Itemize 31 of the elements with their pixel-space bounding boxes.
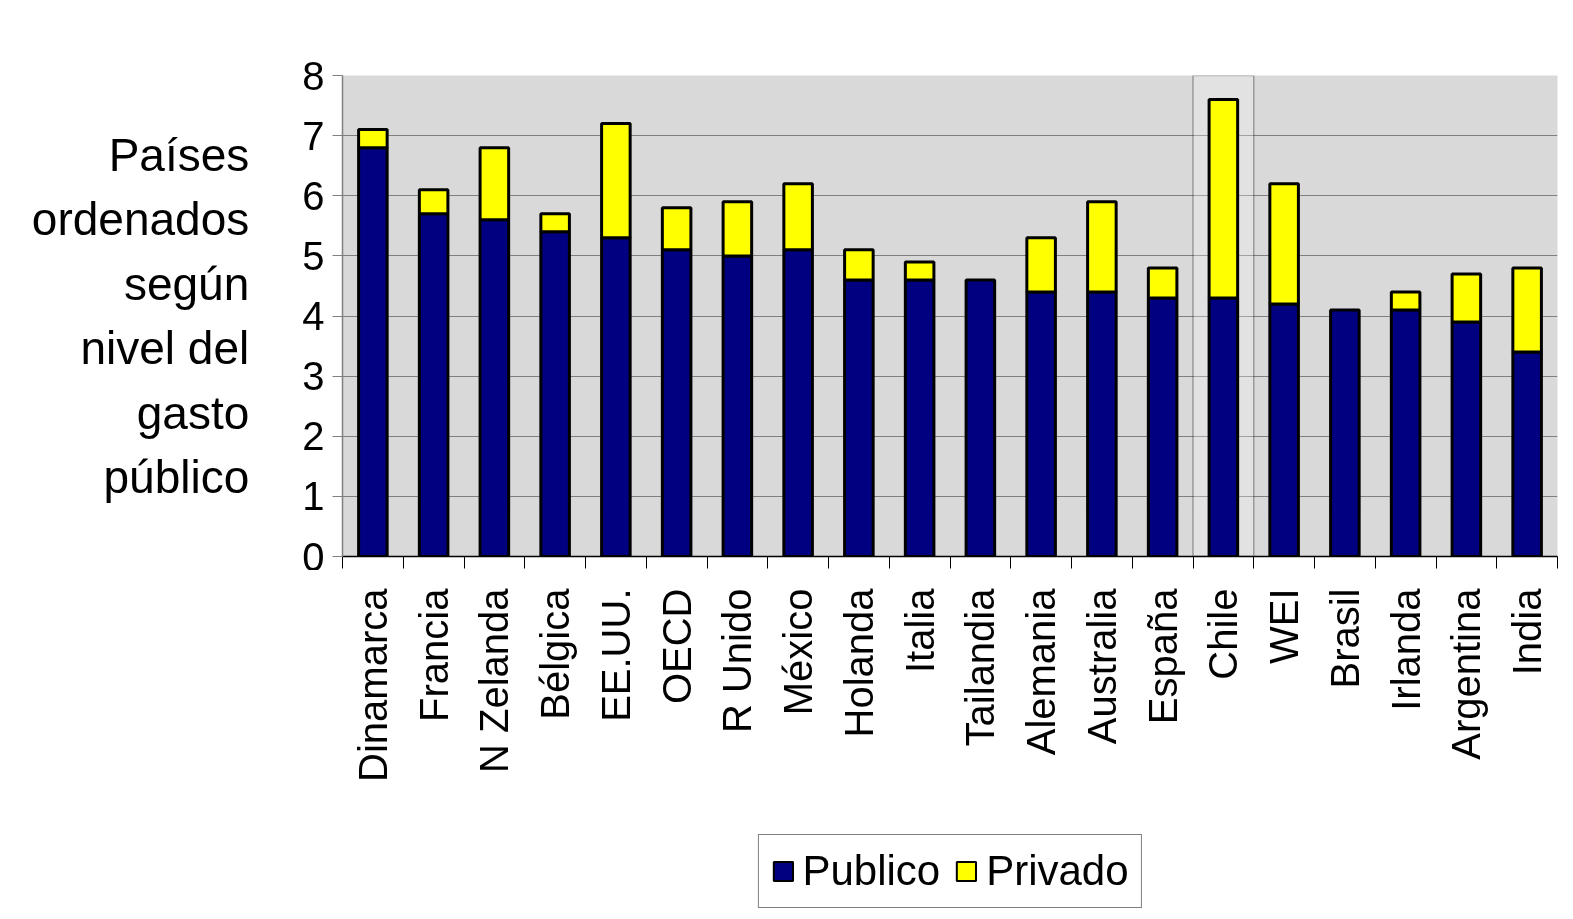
y-tick-label: 6	[302, 173, 325, 218]
y-tick-label: 2	[302, 414, 325, 459]
x-tick-label: Italia	[897, 587, 942, 673]
legend-label: Publico	[802, 847, 941, 895]
y-tick-label: 1	[302, 474, 325, 519]
x-tick-label: EE.UU.	[593, 588, 638, 722]
x-tick-label: Bélgica	[533, 587, 578, 720]
x-tick-label: OECD	[654, 588, 699, 705]
x-tick-label: México	[776, 588, 821, 716]
x-tick-label: España	[1140, 587, 1185, 725]
x-tick-label: Francia	[411, 587, 456, 722]
x-tick-label: India	[1505, 587, 1550, 676]
x-tick-label: Chile	[1201, 588, 1246, 680]
x-tick-label: Australia	[1079, 587, 1124, 745]
legend-label: Privado	[986, 847, 1129, 895]
y-axis-title: Países ordenados según nivel del gasto público	[31, 128, 250, 504]
x-tick-label: Brasil	[1322, 588, 1367, 689]
x-tick-label: Alemania	[1019, 587, 1064, 756]
x-tick-label: Irlanda	[1383, 587, 1428, 711]
x-tick-label: N Zelanda	[472, 587, 517, 774]
y-tick-label: 8	[302, 53, 325, 98]
x-tick-label: R Unido	[715, 588, 760, 734]
x-tick-label: WEI	[1262, 588, 1307, 665]
x-tick-label: Dinamarca	[350, 587, 395, 782]
y-tick-label: 3	[302, 354, 325, 399]
y-tick-label: 7	[302, 113, 325, 158]
x-tick-label: Holanda	[836, 587, 881, 738]
y-tick-label: 4	[302, 294, 325, 338]
x-tick-label: Argentina	[1444, 587, 1489, 760]
x-tick-label: Tailandia	[958, 587, 1003, 747]
y-tick-label: 5	[302, 233, 325, 278]
